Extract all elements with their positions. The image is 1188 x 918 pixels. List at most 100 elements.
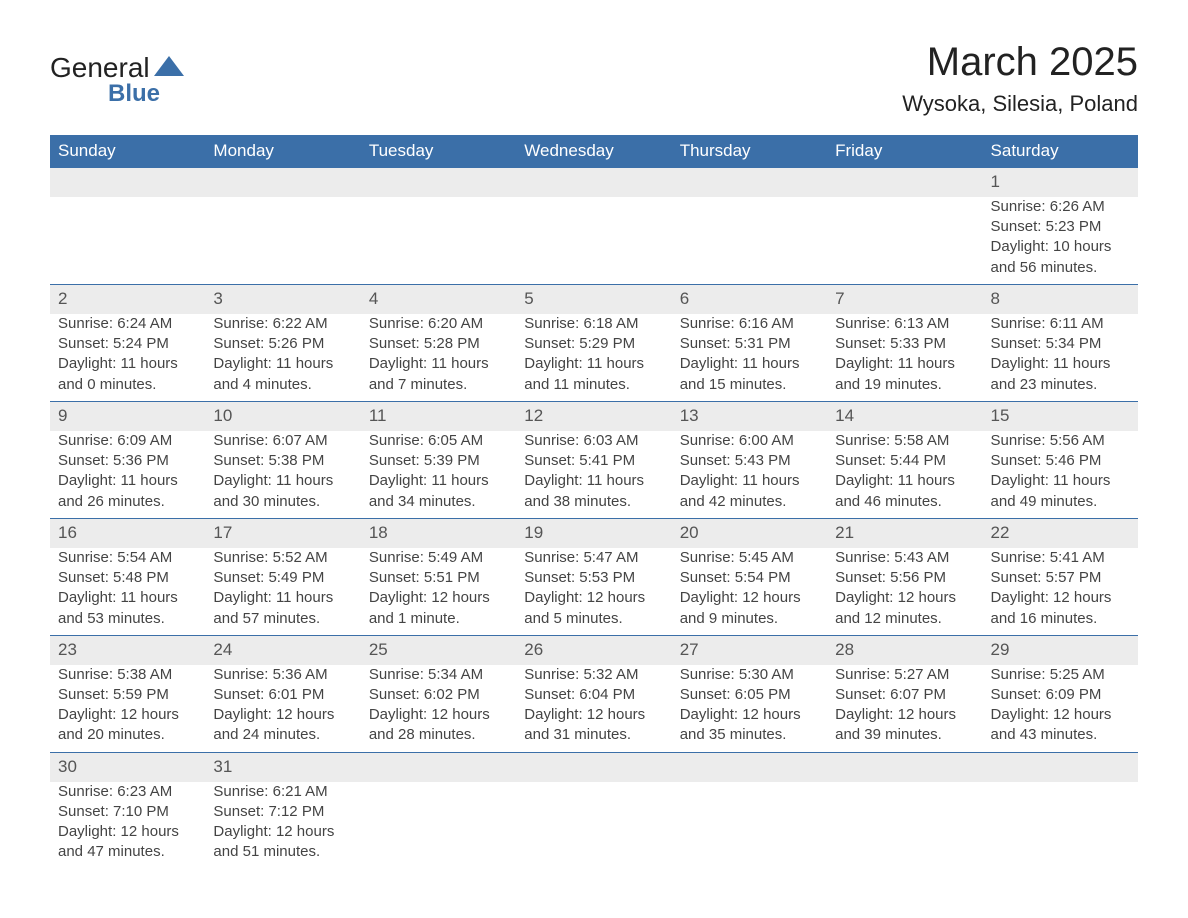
day-number: 16: [50, 518, 205, 547]
sunrise-text: Sunrise: 6:20 AM: [369, 314, 508, 334]
day-cell: Sunrise: 5:45 AMSunset: 5:54 PMDaylight:…: [672, 548, 827, 636]
daylight2-text: and 9 minutes.: [680, 609, 819, 629]
day-cell: Sunrise: 6:03 AMSunset: 5:41 PMDaylight:…: [516, 431, 671, 519]
location-text: Wysoka, Silesia, Poland: [902, 91, 1138, 117]
sunrise-text: Sunrise: 6:24 AM: [58, 314, 197, 334]
sunset-text: Sunset: 5:59 PM: [58, 685, 197, 705]
day-cell: Sunrise: 6:00 AMSunset: 5:43 PMDaylight:…: [672, 431, 827, 519]
day-number: 7: [827, 284, 982, 313]
daylight2-text: and 26 minutes.: [58, 492, 197, 512]
sunset-text: Sunset: 5:29 PM: [524, 334, 663, 354]
daylight1-text: Daylight: 12 hours: [991, 588, 1130, 608]
daylight2-text: and 31 minutes.: [524, 725, 663, 745]
day-cell: Sunrise: 6:20 AMSunset: 5:28 PMDaylight:…: [361, 314, 516, 402]
daylight1-text: Daylight: 12 hours: [369, 588, 508, 608]
day-number: 11: [361, 401, 516, 430]
daylight2-text: and 23 minutes.: [991, 375, 1130, 395]
sunrise-text: Sunrise: 5:36 AM: [213, 665, 352, 685]
day-number: 23: [50, 635, 205, 664]
day-header: Friday: [827, 135, 982, 168]
day-cell: Sunrise: 5:32 AMSunset: 6:04 PMDaylight:…: [516, 665, 671, 753]
sunrise-text: Sunrise: 6:26 AM: [991, 197, 1130, 217]
day-cell: Sunrise: 5:56 AMSunset: 5:46 PMDaylight:…: [983, 431, 1138, 519]
day-cell: [827, 197, 982, 285]
sunrise-text: Sunrise: 5:49 AM: [369, 548, 508, 568]
daylight1-text: Daylight: 12 hours: [524, 705, 663, 725]
daylight1-text: Daylight: 12 hours: [524, 588, 663, 608]
day-number: [205, 168, 360, 197]
daylight1-text: Daylight: 12 hours: [58, 705, 197, 725]
daylight2-text: and 19 minutes.: [835, 375, 974, 395]
daylight2-text: and 11 minutes.: [524, 375, 663, 395]
daylight1-text: Daylight: 12 hours: [835, 588, 974, 608]
day-cell: Sunrise: 6:21 AMSunset: 7:12 PMDaylight:…: [205, 782, 360, 869]
day-cell: Sunrise: 6:23 AMSunset: 7:10 PMDaylight:…: [50, 782, 205, 869]
day-cell: [205, 197, 360, 285]
day-cell: Sunrise: 5:54 AMSunset: 5:48 PMDaylight:…: [50, 548, 205, 636]
day-header: Sunday: [50, 135, 205, 168]
sunrise-text: Sunrise: 5:43 AM: [835, 548, 974, 568]
day-cell: [361, 782, 516, 869]
sunrise-text: Sunrise: 5:25 AM: [991, 665, 1130, 685]
day-cell: [516, 782, 671, 869]
day-number-row: 2345678: [50, 284, 1138, 313]
sunset-text: Sunset: 5:46 PM: [991, 451, 1130, 471]
sunset-text: Sunset: 5:34 PM: [991, 334, 1130, 354]
day-number: [672, 752, 827, 781]
day-header: Wednesday: [516, 135, 671, 168]
day-number: 17: [205, 518, 360, 547]
daylight2-text: and 1 minute.: [369, 609, 508, 629]
sunset-text: Sunset: 6:01 PM: [213, 685, 352, 705]
day-number: 20: [672, 518, 827, 547]
day-number-row: 1: [50, 168, 1138, 197]
day-number: 22: [983, 518, 1138, 547]
day-cell: Sunrise: 5:49 AMSunset: 5:51 PMDaylight:…: [361, 548, 516, 636]
daylight2-text: and 51 minutes.: [213, 842, 352, 862]
sunrise-text: Sunrise: 5:27 AM: [835, 665, 974, 685]
daylight1-text: Daylight: 11 hours: [58, 588, 197, 608]
daylight2-text: and 53 minutes.: [58, 609, 197, 629]
sunset-text: Sunset: 5:28 PM: [369, 334, 508, 354]
day-number: [50, 168, 205, 197]
sunrise-text: Sunrise: 6:23 AM: [58, 782, 197, 802]
title-block: March 2025 Wysoka, Silesia, Poland: [902, 40, 1138, 117]
sunset-text: Sunset: 6:02 PM: [369, 685, 508, 705]
sunset-text: Sunset: 5:38 PM: [213, 451, 352, 471]
day-cell: Sunrise: 6:07 AMSunset: 5:38 PMDaylight:…: [205, 431, 360, 519]
sunrise-text: Sunrise: 5:47 AM: [524, 548, 663, 568]
logo-shape-icon: [154, 56, 184, 81]
sunrise-text: Sunrise: 5:34 AM: [369, 665, 508, 685]
day-cell: Sunrise: 6:09 AMSunset: 5:36 PMDaylight:…: [50, 431, 205, 519]
sunrise-text: Sunrise: 6:13 AM: [835, 314, 974, 334]
day-cell: [516, 197, 671, 285]
sunrise-text: Sunrise: 6:05 AM: [369, 431, 508, 451]
daylight1-text: Daylight: 12 hours: [369, 705, 508, 725]
sunset-text: Sunset: 6:09 PM: [991, 685, 1130, 705]
day-content-row: Sunrise: 5:38 AMSunset: 5:59 PMDaylight:…: [50, 665, 1138, 753]
sunrise-text: Sunrise: 5:52 AM: [213, 548, 352, 568]
daylight1-text: Daylight: 11 hours: [991, 354, 1130, 374]
day-cell: Sunrise: 6:24 AMSunset: 5:24 PMDaylight:…: [50, 314, 205, 402]
logo-text-blue: Blue: [108, 80, 160, 108]
sunrise-text: Sunrise: 6:21 AM: [213, 782, 352, 802]
day-number: [516, 168, 671, 197]
daylight2-text: and 4 minutes.: [213, 375, 352, 395]
day-number: [361, 168, 516, 197]
sunset-text: Sunset: 6:04 PM: [524, 685, 663, 705]
daylight2-text: and 46 minutes.: [835, 492, 974, 512]
day-cell: Sunrise: 5:47 AMSunset: 5:53 PMDaylight:…: [516, 548, 671, 636]
day-cell: Sunrise: 5:27 AMSunset: 6:07 PMDaylight:…: [827, 665, 982, 753]
day-number: 4: [361, 284, 516, 313]
day-number: 10: [205, 401, 360, 430]
day-number: 30: [50, 752, 205, 781]
daylight1-text: Daylight: 11 hours: [213, 354, 352, 374]
sunset-text: Sunset: 5:56 PM: [835, 568, 974, 588]
sunset-text: Sunset: 5:54 PM: [680, 568, 819, 588]
day-number: 12: [516, 401, 671, 430]
day-number: 13: [672, 401, 827, 430]
daylight2-text: and 16 minutes.: [991, 609, 1130, 629]
day-number: 18: [361, 518, 516, 547]
day-cell: [983, 782, 1138, 869]
sunset-text: Sunset: 6:05 PM: [680, 685, 819, 705]
sunset-text: Sunset: 5:48 PM: [58, 568, 197, 588]
